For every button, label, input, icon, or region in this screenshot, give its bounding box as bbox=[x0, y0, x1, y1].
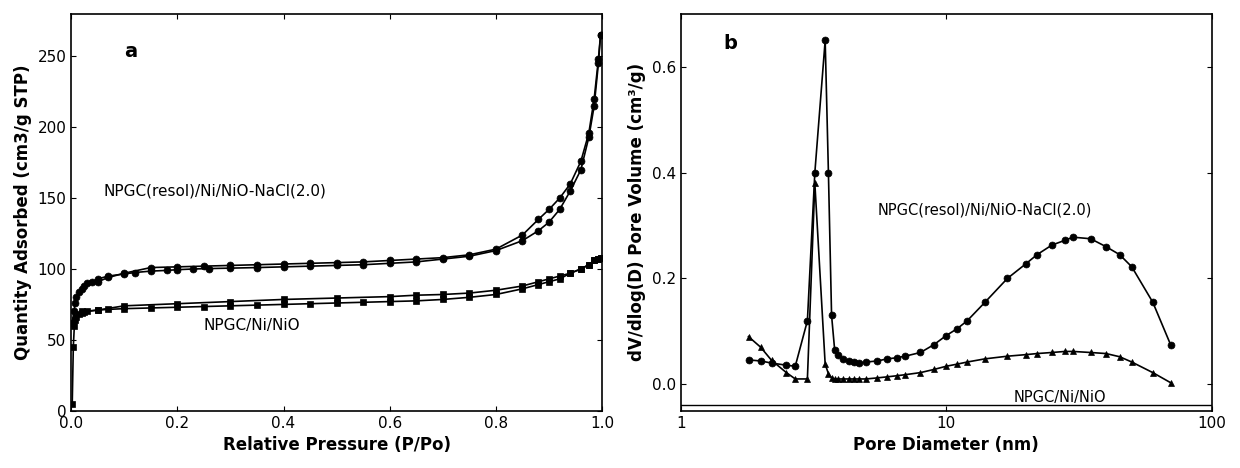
Text: NPGC/Ni/NiO: NPGC/Ni/NiO bbox=[1014, 390, 1106, 405]
X-axis label: Relative Pressure (P/Po): Relative Pressure (P/Po) bbox=[223, 436, 450, 454]
Text: a: a bbox=[124, 42, 138, 61]
Text: NPGC(resol)/Ni/NiO-NaCl(2.0): NPGC(resol)/Ni/NiO-NaCl(2.0) bbox=[877, 202, 1091, 217]
Text: b: b bbox=[723, 34, 737, 53]
X-axis label: Pore Diameter (nm): Pore Diameter (nm) bbox=[853, 436, 1039, 454]
Y-axis label: dV/dlog(D) Pore Volume (cm³/g): dV/dlog(D) Pore Volume (cm³/g) bbox=[629, 63, 646, 361]
Y-axis label: Quantity Adsorbed (cm3/g STP): Quantity Adsorbed (cm3/g STP) bbox=[14, 65, 32, 360]
Text: NPGC(resol)/Ni/NiO-NaCl(2.0): NPGC(resol)/Ni/NiO-NaCl(2.0) bbox=[103, 183, 326, 198]
Text: NPGC/Ni/NiO: NPGC/Ni/NiO bbox=[203, 318, 300, 333]
